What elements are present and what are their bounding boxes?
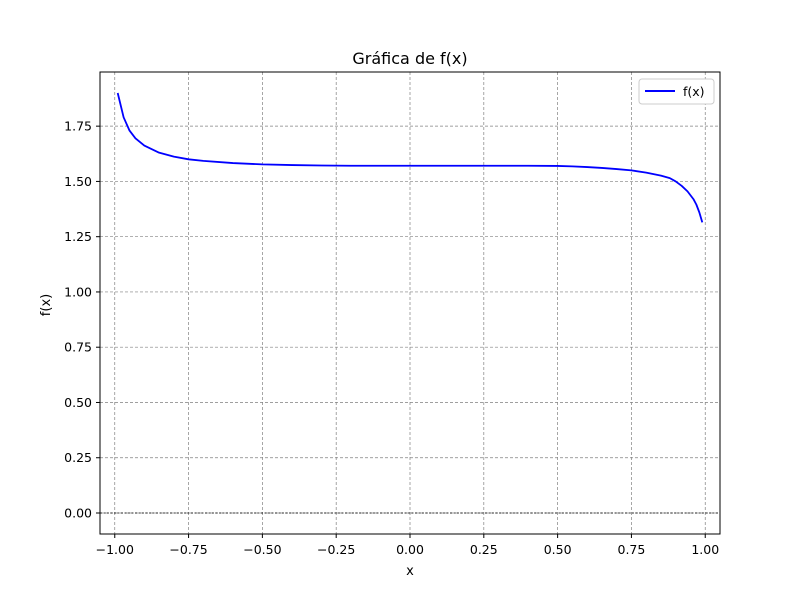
y-tick-label: 0.00 (64, 506, 92, 521)
x-tick-label: 1.00 (691, 542, 719, 557)
y-tick-label: 1.75 (64, 119, 92, 134)
legend: f(x) (638, 78, 715, 105)
series-layer (116, 92, 704, 223)
y-tick-label: 0.25 (64, 450, 92, 465)
x-tick-label: 0.50 (544, 542, 572, 557)
y-tick-label: 1.50 (64, 174, 92, 189)
axis-ticks: −1.00 −0.75 −0.50 −0.25 0.00 0.25 0.50 0.75 1.00… (64, 119, 719, 557)
series-line-f-x (116, 92, 704, 223)
x-tick-label: 0.25 (470, 542, 498, 557)
x-tick-label: −1.00 (96, 542, 134, 557)
x-tick-label: −0.25 (317, 542, 355, 557)
legend-box (638, 78, 715, 105)
chart-title: Gráfica de f(x) (352, 49, 467, 68)
x-tick-label: −0.75 (169, 542, 207, 557)
x-tick-label: −0.50 (243, 542, 281, 557)
y-tick-label: 1.25 (64, 229, 92, 244)
legend-label-f-x: f(x) (683, 84, 705, 99)
x-axis-label: x (406, 564, 414, 579)
y-axis-label: f(x) (39, 294, 54, 316)
y-tick-label: 0.75 (64, 340, 92, 355)
y-tick-label: 0.50 (64, 395, 92, 410)
y-tick-label: 1.00 (64, 284, 92, 299)
x-tick-label: 0.75 (618, 542, 646, 557)
x-tick-label: 0.00 (396, 542, 424, 557)
grid-lines (100, 72, 720, 534)
